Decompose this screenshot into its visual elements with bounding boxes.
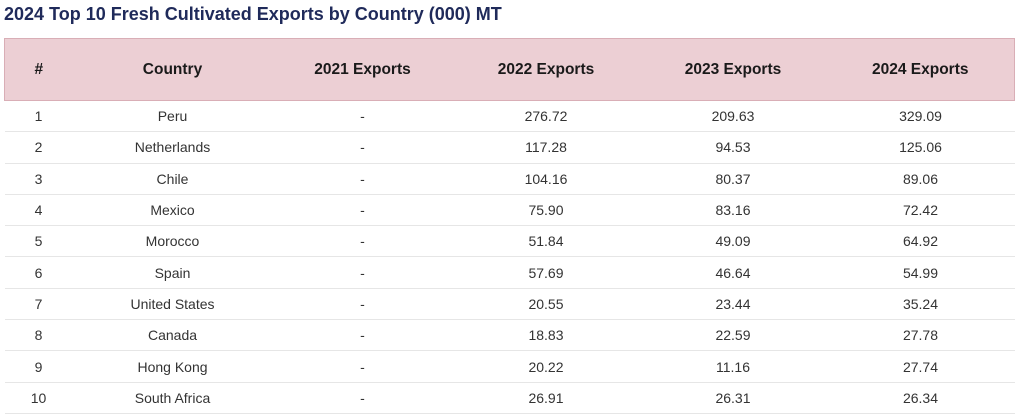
column-header-country: Country	[72, 38, 273, 101]
country-cell: Netherlands	[72, 131, 273, 164]
exports-2022-cell: 26.91	[452, 382, 640, 414]
exports-2021-cell: -	[272, 288, 453, 321]
table-title: 2024 Top 10 Fresh Cultivated Exports by …	[4, 4, 502, 24]
exports-2021-cell: -	[272, 225, 453, 258]
exports-2024-cell: 64.92	[826, 225, 1015, 258]
column-header-rank: #	[4, 38, 73, 101]
exports-2021-cell: -	[272, 319, 453, 352]
rank-cell: 7	[4, 288, 73, 321]
exports-2024-cell: 27.78	[826, 319, 1015, 352]
column-header-2022: 2022 Exports	[452, 38, 640, 101]
exports-2023-cell: 11.16	[639, 350, 827, 383]
exports-2024-cell: 35.24	[826, 288, 1015, 321]
table-row: 2 Netherlands -117.28 94.53 125.06	[4, 131, 1015, 164]
exports-2023-cell: 26.31	[639, 382, 827, 414]
exports-2023-cell: 23.44	[639, 288, 827, 321]
exports-2022-cell: 20.55	[452, 288, 640, 321]
exports-2021-cell: -	[272, 350, 453, 383]
exports-2023-cell: 209.63	[639, 100, 827, 133]
country-cell: Spain	[72, 256, 273, 289]
rank-cell: 9	[4, 350, 73, 383]
rank-cell: 10	[4, 382, 73, 414]
country-cell: Peru	[72, 100, 273, 133]
column-header-2024: 2024 Exports	[826, 38, 1015, 101]
exports-2022-cell: 18.83	[452, 319, 640, 352]
exports-2023-cell: 49.09	[639, 225, 827, 258]
exports-table: # Country 2021 Exports 2022 Exports 2023…	[4, 38, 1015, 414]
exports-2024-cell: 27.74	[826, 350, 1015, 383]
rank-cell: 5	[4, 225, 73, 258]
exports-2024-cell: 329.09	[826, 100, 1015, 133]
table-row: 7 United States -20.55 23.44 35.24	[4, 288, 1015, 321]
rank-cell: 4	[4, 194, 73, 227]
table-body: 1 Peru -276.72 209.63 329.09 2 Netherlands -117…	[4, 100, 1015, 414]
exports-2024-cell: 54.99	[826, 256, 1015, 289]
exports-2022-cell: 276.72	[452, 100, 640, 133]
exports-2024-cell: 72.42	[826, 194, 1015, 227]
country-cell: Chile	[72, 163, 273, 195]
exports-2022-cell: 20.22	[452, 350, 640, 383]
country-cell: Hong Kong	[72, 350, 273, 383]
exports-2024-cell: 26.34	[826, 382, 1015, 414]
country-cell: Morocco	[72, 225, 273, 258]
table-row: 3 Chile -104.16 80.37 89.06	[4, 163, 1015, 195]
exports-2022-cell: 104.16	[452, 163, 640, 195]
rank-cell: 3	[4, 163, 73, 195]
exports-2024-cell: 125.06	[826, 131, 1015, 164]
table-row: 1 Peru -276.72 209.63 329.09	[4, 100, 1015, 133]
table-row: 9 Hong Kong -20.22 11.16 27.74	[4, 350, 1015, 383]
exports-2023-cell: 22.59	[639, 319, 827, 352]
rank-cell: 6	[4, 256, 73, 289]
exports-2021-cell: -	[272, 131, 453, 164]
exports-2022-cell: 57.69	[452, 256, 640, 289]
rank-cell: 8	[4, 319, 73, 352]
table-header-row: # Country 2021 Exports 2022 Exports 2023…	[4, 38, 1015, 101]
exports-2021-cell: -	[272, 100, 453, 133]
exports-2022-cell: 117.28	[452, 131, 640, 164]
exports-table-container: # Country 2021 Exports 2022 Exports 2023…	[4, 38, 1015, 414]
exports-2023-cell: 83.16	[639, 194, 827, 227]
column-header-2023: 2023 Exports	[639, 38, 827, 101]
table-row: 5 Morocco -51.84 49.09 64.92	[4, 225, 1015, 258]
exports-2024-cell: 89.06	[826, 163, 1015, 195]
column-header-2021: 2021 Exports	[272, 38, 453, 101]
table-row: 6 Spain -57.69 46.64 54.99	[4, 256, 1015, 289]
rank-cell: 2	[4, 131, 73, 164]
exports-2023-cell: 46.64	[639, 256, 827, 289]
table-row: 8 Canada -18.83 22.59 27.78	[4, 319, 1015, 352]
country-cell: United States	[72, 288, 273, 321]
country-cell: Canada	[72, 319, 273, 352]
exports-2021-cell: -	[272, 163, 453, 195]
exports-2022-cell: 51.84	[452, 225, 640, 258]
country-cell: Mexico	[72, 194, 273, 227]
country-cell: South Africa	[72, 382, 273, 414]
table-row: 10 South Africa -26.91 26.31 26.34	[4, 382, 1015, 414]
exports-2021-cell: -	[272, 256, 453, 289]
exports-2022-cell: 75.90	[452, 194, 640, 227]
table-row: 4 Mexico -75.90 83.16 72.42	[4, 194, 1015, 227]
exports-2021-cell: -	[272, 194, 453, 227]
exports-2021-cell: -	[272, 382, 453, 414]
rank-cell: 1	[4, 100, 73, 133]
exports-2023-cell: 80.37	[639, 163, 827, 195]
exports-2023-cell: 94.53	[639, 131, 827, 164]
